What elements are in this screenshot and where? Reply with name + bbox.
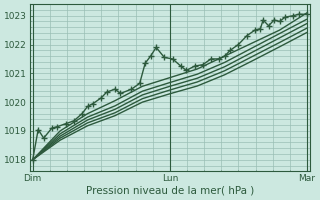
X-axis label: Pression niveau de la mer( hPa ): Pression niveau de la mer( hPa ) — [86, 186, 254, 196]
